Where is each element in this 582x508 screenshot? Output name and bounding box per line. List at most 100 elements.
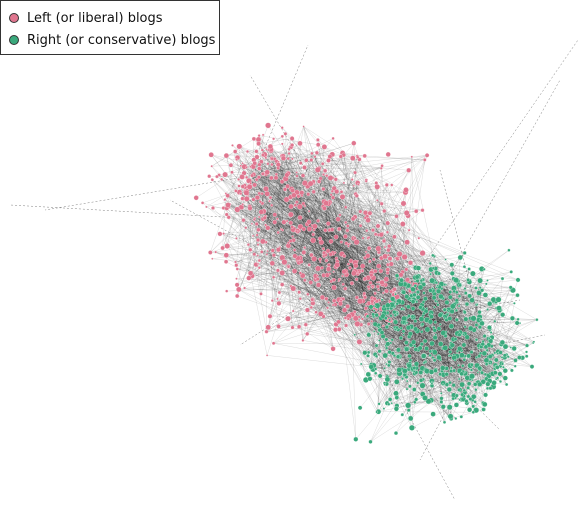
node [264, 191, 270, 197]
node [220, 245, 225, 251]
node [290, 285, 297, 292]
node [256, 227, 261, 232]
node [333, 234, 339, 240]
node [350, 155, 356, 161]
node [237, 177, 241, 181]
node [249, 165, 252, 168]
node [287, 241, 290, 245]
node [477, 354, 482, 359]
node [407, 260, 414, 266]
node [290, 325, 295, 330]
node [365, 229, 369, 233]
node [453, 358, 457, 362]
node [264, 156, 268, 160]
node [353, 236, 357, 240]
node [384, 337, 389, 342]
node [193, 195, 199, 201]
node [466, 381, 472, 386]
node [320, 266, 324, 270]
node [402, 308, 406, 311]
node [262, 215, 267, 220]
node [418, 316, 425, 322]
node [438, 372, 443, 377]
node [288, 211, 294, 218]
node [358, 209, 363, 214]
node [461, 342, 467, 348]
node [346, 243, 350, 246]
node [239, 192, 243, 196]
node [298, 297, 302, 301]
node [234, 206, 241, 213]
node [480, 379, 486, 385]
node [407, 331, 413, 337]
node [245, 166, 248, 169]
node [429, 314, 434, 320]
node [287, 147, 291, 151]
node [300, 173, 306, 178]
node [387, 402, 391, 406]
node [413, 319, 418, 323]
node [449, 308, 455, 314]
legend-item: Right (or conservative) blogs [9, 30, 215, 50]
node [471, 404, 476, 409]
node [344, 323, 349, 328]
node [434, 299, 437, 303]
node [412, 365, 417, 370]
node [365, 371, 371, 378]
node [353, 333, 356, 337]
node [479, 320, 485, 327]
node [288, 220, 294, 226]
node [457, 304, 461, 308]
node [350, 216, 356, 222]
node [276, 297, 279, 301]
node [362, 350, 368, 356]
node [447, 413, 454, 420]
node [290, 143, 295, 148]
node [200, 201, 205, 205]
node [462, 333, 465, 336]
node [476, 290, 482, 296]
node [257, 191, 261, 196]
node [373, 269, 378, 274]
node [422, 361, 426, 364]
node [258, 209, 264, 215]
node [301, 180, 308, 187]
node [375, 281, 379, 284]
node [480, 288, 485, 293]
node [454, 308, 458, 312]
node [461, 364, 465, 368]
node [400, 307, 404, 311]
node [321, 144, 328, 150]
node [365, 253, 371, 259]
node [435, 288, 442, 294]
node [462, 358, 467, 362]
node [500, 312, 506, 318]
node [373, 330, 376, 333]
node [362, 291, 367, 296]
node [334, 262, 341, 268]
node [247, 270, 254, 276]
node [246, 275, 252, 281]
node [341, 269, 347, 275]
node [412, 292, 417, 298]
node [444, 372, 449, 377]
node [310, 151, 314, 156]
node [280, 126, 284, 130]
node [372, 309, 376, 312]
node [385, 362, 388, 366]
node [405, 277, 410, 283]
node [270, 157, 274, 161]
node [273, 175, 279, 181]
node [247, 205, 253, 211]
node [448, 380, 452, 385]
node [251, 197, 256, 202]
node [332, 270, 335, 273]
node [314, 310, 318, 314]
node [234, 189, 238, 193]
node [467, 267, 471, 271]
node [459, 415, 464, 419]
node [485, 386, 490, 391]
node [495, 365, 500, 370]
node [327, 154, 333, 159]
node [210, 178, 214, 182]
